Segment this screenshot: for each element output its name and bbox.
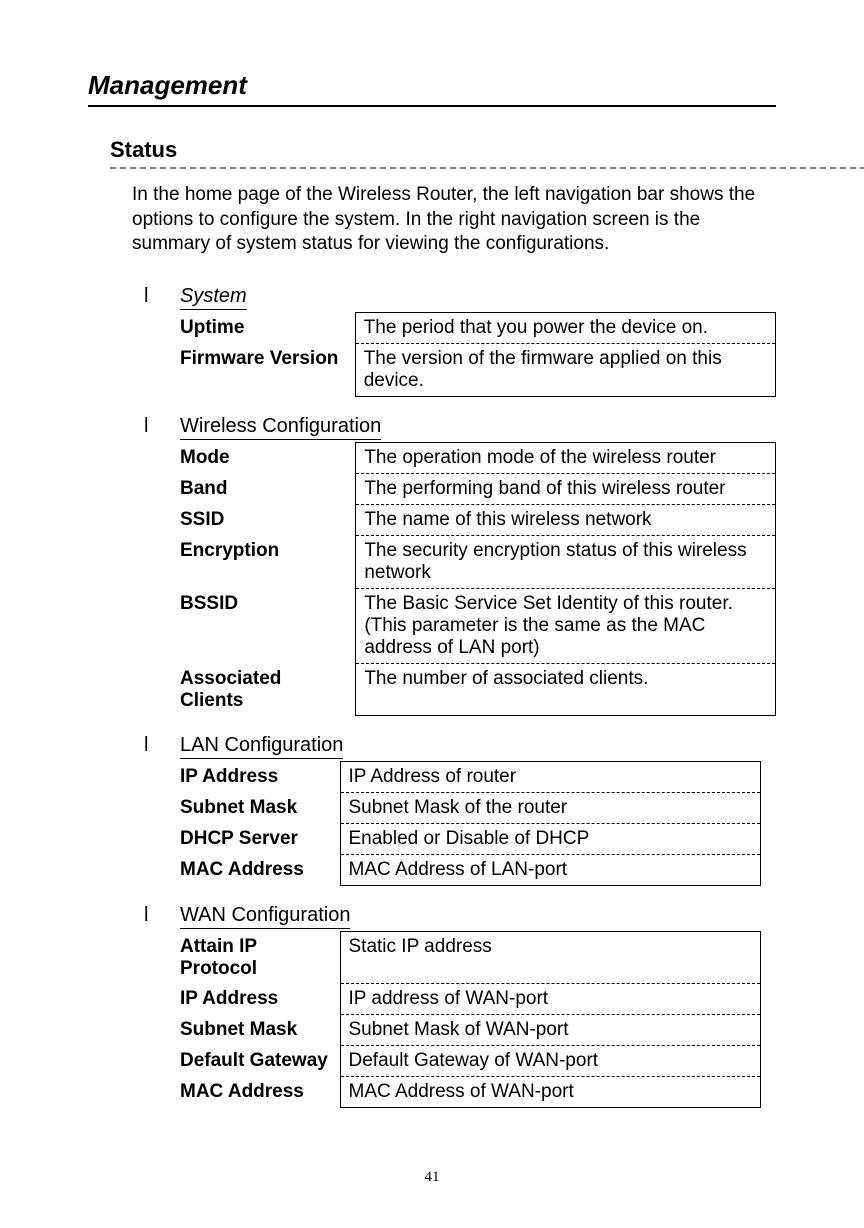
page-title: Management — [88, 70, 776, 107]
kv-table: IP AddressIP Address of routerSubnet Mas… — [180, 761, 761, 886]
row-label: Default Gateway — [180, 1046, 340, 1077]
row-value: Subnet Mask of WAN-port — [340, 1015, 760, 1046]
group-system: l System UptimeThe period that you power t… — [144, 285, 776, 397]
table-row: Associated ClientsThe number of associat… — [180, 664, 776, 716]
row-label: Subnet Mask — [180, 793, 340, 824]
table-row: DHCP ServerEnabled or Disable of DHCP — [180, 824, 760, 855]
group-header: l LAN Configuration — [144, 734, 776, 761]
bullet-icon: l — [144, 734, 152, 757]
group-name: Wireless Configuration — [180, 415, 381, 440]
intro-paragraph: In the home page of the Wireless Router,… — [132, 183, 776, 257]
group-header: l WAN Configuration — [144, 904, 776, 931]
table-row: Firmware VersionThe version of the firmw… — [180, 344, 776, 397]
section-divider — [110, 167, 864, 169]
bullet-icon: l — [144, 285, 152, 308]
row-value: IP address of WAN-port — [340, 984, 760, 1015]
row-value: The period that you power the device on. — [355, 313, 775, 344]
group-name: LAN Configuration — [180, 734, 343, 759]
row-label: Firmware Version — [180, 344, 355, 397]
groups-container: l System UptimeThe period that you power t… — [88, 285, 776, 1108]
row-value: The name of this wireless network — [356, 505, 776, 536]
table-row: Subnet MaskSubnet Mask of WAN-port — [180, 1015, 760, 1046]
group-header: l System — [144, 285, 776, 312]
row-value: Default Gateway of WAN-port — [340, 1046, 760, 1077]
row-label: MAC Address — [180, 855, 340, 886]
kv-table: UptimeThe period that you power the devi… — [180, 312, 776, 397]
row-label: MAC Address — [180, 1077, 340, 1108]
row-label: Encryption — [180, 536, 356, 589]
bullet-icon: l — [144, 904, 152, 927]
group-header: l Wireless Configuration — [144, 415, 776, 442]
row-label: IP Address — [180, 762, 340, 793]
table-row: UptimeThe period that you power the devi… — [180, 313, 776, 344]
row-value: The Basic Service Set Identity of this r… — [356, 589, 776, 664]
table-row: Attain IP ProtocolStatic IP address — [180, 932, 760, 984]
row-label: SSID — [180, 505, 356, 536]
row-label: Subnet Mask — [180, 1015, 340, 1046]
table-row: IP AddressIP Address of router — [180, 762, 760, 793]
row-value: The security encryption status of this w… — [356, 536, 776, 589]
bullet-icon: l — [144, 415, 152, 438]
row-value: Subnet Mask of the router — [340, 793, 760, 824]
row-label: BSSID — [180, 589, 356, 664]
table-row: BSSIDThe Basic Service Set Identity of t… — [180, 589, 776, 664]
group-wireless: l Wireless Configuration ModeThe operation… — [144, 415, 776, 716]
table-row: EncryptionThe security encryption status… — [180, 536, 776, 589]
page-number: 41 — [425, 1169, 440, 1186]
table-row: Default GatewayDefault Gateway of WAN-po… — [180, 1046, 760, 1077]
group-name: WAN Configuration — [180, 904, 350, 929]
table-row: MAC AddressMAC Address of WAN-port — [180, 1077, 760, 1108]
row-value: The version of the firmware applied on t… — [355, 344, 775, 397]
table-row: MAC AddressMAC Address of LAN-port — [180, 855, 760, 886]
row-value: MAC Address of LAN-port — [340, 855, 760, 886]
row-label: Band — [180, 474, 356, 505]
row-label: DHCP Server — [180, 824, 340, 855]
section-title: Status — [110, 137, 776, 163]
row-label: IP Address — [180, 984, 340, 1015]
row-label: Uptime — [180, 313, 355, 344]
row-value: Enabled or Disable of DHCP — [340, 824, 760, 855]
table-row: SSIDThe name of this wireless network — [180, 505, 776, 536]
kv-table: Attain IP ProtocolStatic IP addressIP Ad… — [180, 931, 761, 1108]
row-value: MAC Address of WAN-port — [340, 1077, 760, 1108]
row-value: The number of associated clients. — [356, 664, 776, 716]
row-value: IP Address of router — [340, 762, 760, 793]
row-value: Static IP address — [340, 932, 760, 984]
row-label: Mode — [180, 443, 356, 474]
table-row: Subnet MaskSubnet Mask of the router — [180, 793, 760, 824]
group-name: System — [180, 285, 247, 310]
row-label: Attain IP Protocol — [180, 932, 340, 984]
group-lan: lLAN ConfigurationIP AddressIP Address o… — [144, 734, 776, 886]
group-wan: lWAN ConfigurationAttain IP ProtocolStat… — [144, 904, 776, 1108]
table-row: ModeThe operation mode of the wireless r… — [180, 443, 776, 474]
row-label: Associated Clients — [180, 664, 356, 716]
table-row: BandThe performing band of this wireless… — [180, 474, 776, 505]
row-value: The operation mode of the wireless route… — [356, 443, 776, 474]
row-value: The performing band of this wireless rou… — [356, 474, 776, 505]
kv-table: ModeThe operation mode of the wireless r… — [180, 442, 776, 716]
table-row: IP AddressIP address of WAN-port — [180, 984, 760, 1015]
